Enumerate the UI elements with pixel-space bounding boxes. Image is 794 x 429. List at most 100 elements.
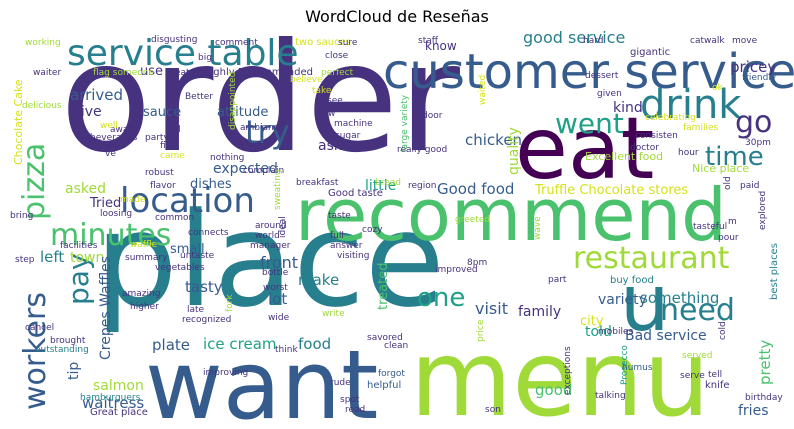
word-cold: cold xyxy=(718,321,728,340)
word-quality: quality xyxy=(506,127,522,175)
word-cozy: cozy xyxy=(362,225,383,235)
word-little: little xyxy=(365,178,396,194)
word-complain: complain xyxy=(243,166,284,176)
word-made: made xyxy=(120,195,146,205)
word-bad-service: Bad service xyxy=(625,328,707,344)
word-catwalk: catwalk xyxy=(690,36,725,46)
word-hamburguers: hamburguers xyxy=(80,393,141,403)
word-8pm: 8pm xyxy=(467,258,487,268)
word-workers: workers xyxy=(18,292,53,410)
word-staff: staff xyxy=(418,36,439,46)
word-exceptions: exceptions xyxy=(563,346,573,395)
word-read: read xyxy=(345,405,365,415)
word-truffle-chocolate-stores: Truffle Chocolate stores xyxy=(534,183,688,198)
word-minutes: minutes xyxy=(50,218,171,253)
word-higher: higher xyxy=(130,302,159,312)
word-two-sauces: two sauces xyxy=(295,37,351,48)
word-consisten: consisten xyxy=(635,131,678,141)
word-go: go xyxy=(735,105,772,140)
word-bottle: bottle xyxy=(262,268,289,278)
word-world: world xyxy=(255,231,280,241)
word-amazing: amazing xyxy=(122,289,160,299)
word-know: know xyxy=(425,39,457,53)
word-hour: hour xyxy=(678,148,699,158)
word-service-table: service table xyxy=(67,33,299,74)
word-bread: bread xyxy=(375,178,401,188)
word-chicken: chicken xyxy=(465,131,522,149)
word-pretty: pretty xyxy=(756,340,774,385)
word-family: family xyxy=(518,304,561,320)
word-want: want xyxy=(145,331,378,429)
word-price: price xyxy=(476,319,486,342)
word-tasteful: tasteful xyxy=(693,222,727,232)
word-improving: improving xyxy=(203,368,248,378)
word-party: party xyxy=(145,133,169,143)
word-connects: connects xyxy=(188,228,229,238)
word-excellent-food: Excellent food xyxy=(585,150,663,163)
word-ask: ask xyxy=(318,138,343,154)
word-visit: visit xyxy=(475,299,508,318)
word-celebrating: celebrating xyxy=(645,113,696,123)
word-rude: rude xyxy=(330,378,351,388)
word-waitress: waitress xyxy=(82,394,144,412)
word-went: went xyxy=(555,107,624,140)
word-cancel: cancel xyxy=(25,323,54,333)
word-around: around xyxy=(255,221,287,231)
word-aware: aware xyxy=(110,125,138,135)
word-give: give xyxy=(72,104,102,120)
word-close: close xyxy=(325,51,349,61)
word-good: good xyxy=(535,381,572,399)
word-birthday: birthday xyxy=(745,393,783,403)
word-ve: ve xyxy=(105,149,116,159)
word-salmon: salmon xyxy=(93,378,144,394)
word-kind: kind xyxy=(613,100,643,116)
word-mobiles: mobiles xyxy=(598,327,634,337)
word-loosing: loosing xyxy=(100,209,132,219)
word-ice-cream: ice cream xyxy=(203,335,277,353)
word-pricey: pricey xyxy=(730,58,776,76)
word-30pm: 30pm xyxy=(745,138,771,148)
word-perfect: perfect xyxy=(321,68,354,78)
word-m: m xyxy=(728,217,737,227)
word-machine: machine xyxy=(334,119,373,129)
word-dishes: dishes xyxy=(190,177,232,192)
word-nice-place: Nice place xyxy=(692,162,749,175)
word-brought: brought xyxy=(50,336,86,346)
word-flag-someone: flag someone xyxy=(93,68,154,78)
word-food: food xyxy=(298,335,331,353)
word-humus: humus xyxy=(622,363,653,373)
word-tell: tell xyxy=(708,370,722,380)
word-restaurant: restaurant xyxy=(573,241,730,276)
word-untaste: untaste xyxy=(180,251,215,261)
word-told: told xyxy=(585,324,612,340)
word-late: late xyxy=(187,305,205,315)
word-delicious: delicious xyxy=(22,101,62,111)
word-one: one xyxy=(417,283,465,313)
word-recognized: recognized xyxy=(182,315,231,325)
word-highly-recommended: Highly Recommended xyxy=(203,67,313,78)
word-something: something xyxy=(640,289,719,307)
word-facilities: facilities xyxy=(60,241,98,251)
word-really-good: really good xyxy=(397,145,447,155)
word-chocolate-cake: Chocolate Cake xyxy=(12,79,25,165)
word-believe: believe xyxy=(290,75,323,85)
word-region: region xyxy=(408,181,436,191)
word-great-place: Great place xyxy=(90,407,148,418)
word-summary: summary xyxy=(125,253,168,263)
word-time: time xyxy=(705,142,764,172)
word-spot: spot xyxy=(340,395,360,405)
word-paid: paid xyxy=(740,181,759,191)
word-tried: Tried xyxy=(89,196,121,211)
word-lot: lot xyxy=(268,290,287,308)
word-knife: knife xyxy=(705,380,730,391)
word-asked: asked xyxy=(65,181,106,197)
word-door: door xyxy=(422,111,443,121)
word-recommend: recommend xyxy=(295,173,727,257)
word-helpful: helpful xyxy=(367,380,401,391)
word-flavor: flavor xyxy=(150,181,176,191)
word-sweating: sweating xyxy=(273,169,283,210)
word-sauce: sauce xyxy=(143,105,181,120)
word-prosecco: Prosecco xyxy=(620,345,630,385)
word-son: son xyxy=(485,405,501,415)
word-bring: bring xyxy=(10,211,33,221)
